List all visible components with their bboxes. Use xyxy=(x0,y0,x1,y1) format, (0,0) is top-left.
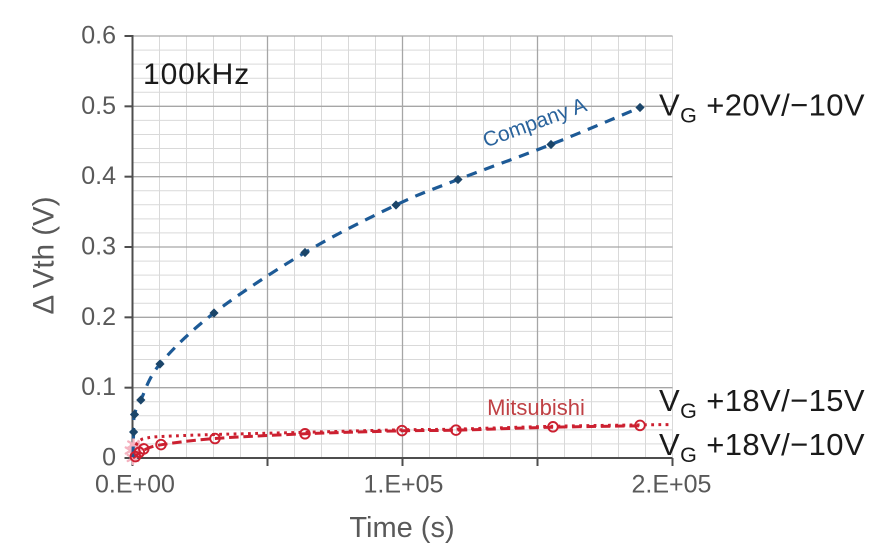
svg-text:Mitsubishi: Mitsubishi xyxy=(487,395,585,420)
svg-text:Time (s): Time (s) xyxy=(349,512,454,544)
svg-text:0.4: 0.4 xyxy=(81,162,116,190)
svg-text:VG +18V/−15V: VG +18V/−15V xyxy=(659,383,865,423)
svg-text:VG +18V/−10V: VG +18V/−10V xyxy=(659,427,865,467)
svg-text:2.E+05: 2.E+05 xyxy=(632,471,712,499)
svg-text:0.6: 0.6 xyxy=(81,22,116,50)
svg-text:100kHz: 100kHz xyxy=(143,58,250,91)
svg-text:0.3: 0.3 xyxy=(81,233,116,261)
svg-text:0.2: 0.2 xyxy=(81,303,116,331)
svg-text:0.5: 0.5 xyxy=(81,92,116,120)
svg-text:0: 0 xyxy=(102,444,116,472)
svg-text:0.E+00: 0.E+00 xyxy=(95,471,175,499)
svg-text:Δ Vth (V): Δ Vth (V) xyxy=(28,196,61,314)
svg-text:1.E+05: 1.E+05 xyxy=(364,471,444,499)
svg-text:0.1: 0.1 xyxy=(81,373,116,401)
